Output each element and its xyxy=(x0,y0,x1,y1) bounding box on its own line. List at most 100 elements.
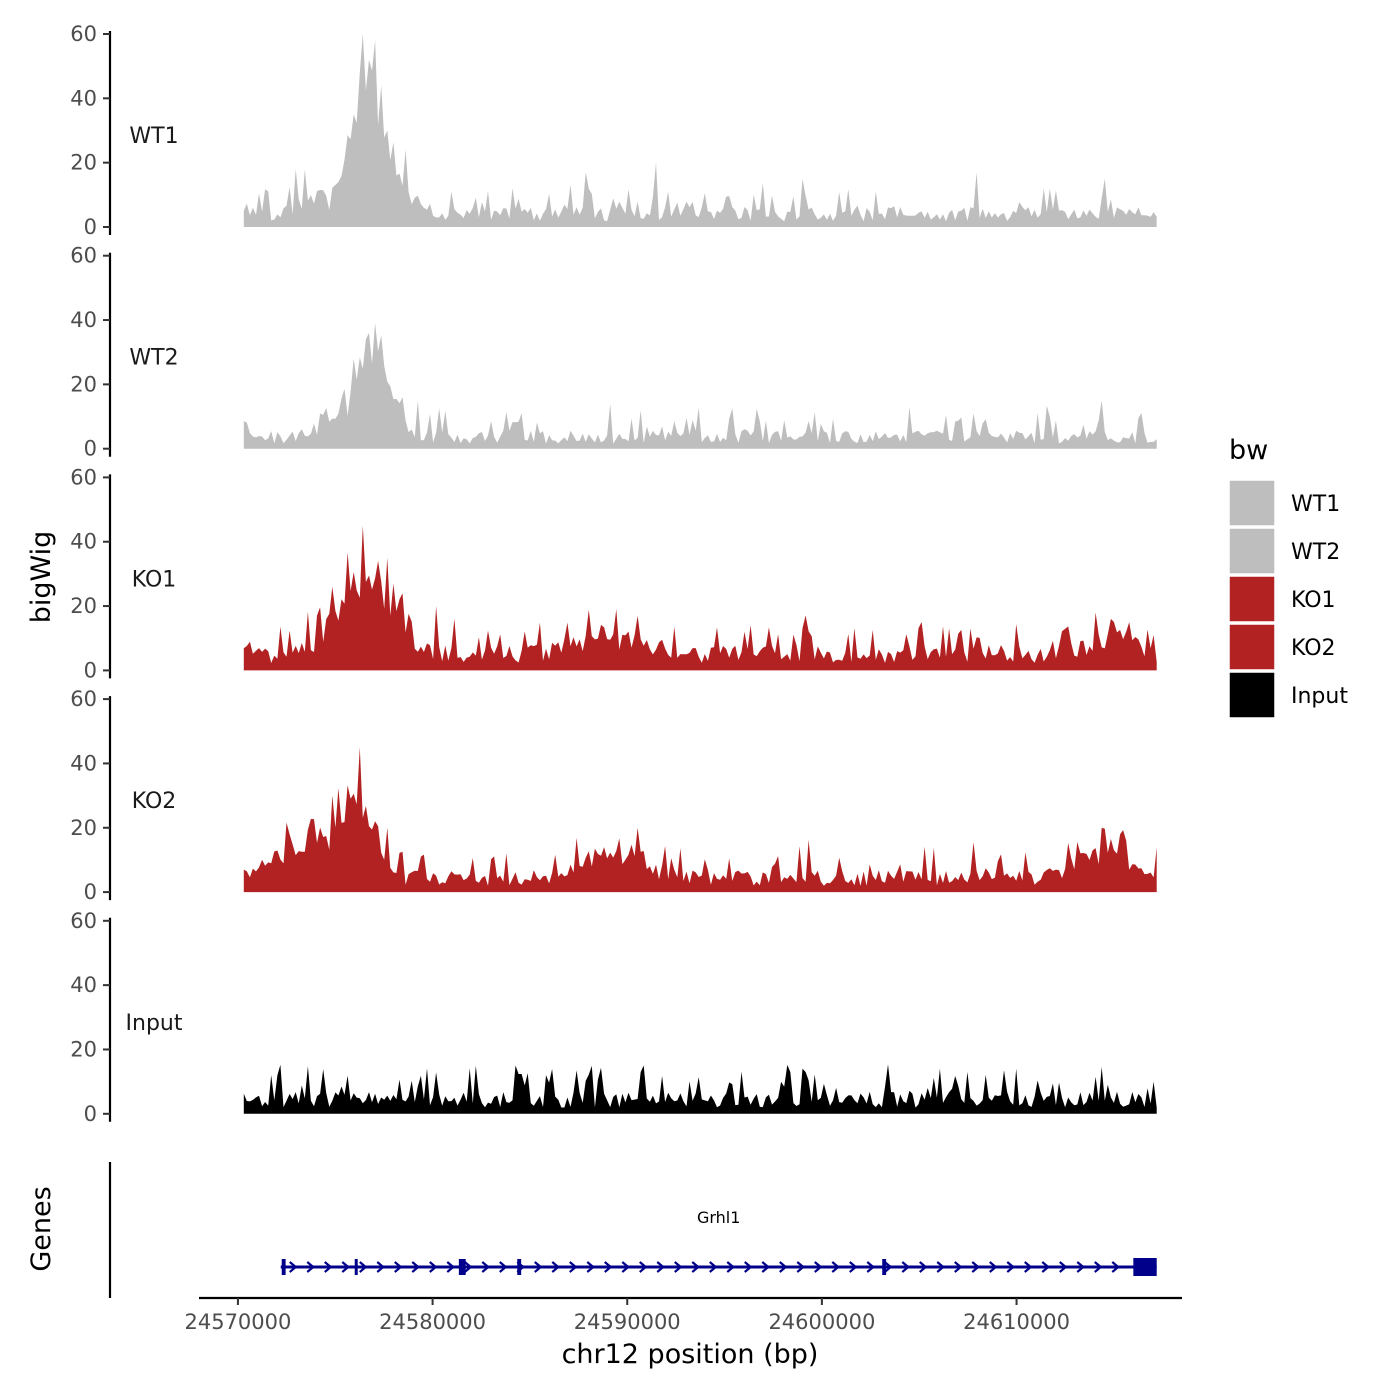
strand-arrow xyxy=(709,1261,718,1273)
coverage-area-ko1 xyxy=(243,525,1157,671)
legend-swatch-ko2 xyxy=(1228,623,1276,671)
legend-swatch-ko1 xyxy=(1228,575,1276,623)
strand-arrow xyxy=(761,1261,770,1273)
panel-label-wt2: WT2 xyxy=(129,346,178,371)
panel-label-wt1: WT1 xyxy=(129,124,178,149)
gene-label: Grhl1 xyxy=(697,1208,740,1227)
strand-arrow xyxy=(726,1261,735,1273)
strand-arrow xyxy=(989,1261,998,1273)
y-tick-label: 20 xyxy=(70,594,97,618)
x-tick-label: 24580000 xyxy=(379,1310,486,1334)
panel-wt2: 0 20 40 60 WT2 xyxy=(70,244,1157,461)
x-tick-label: 24600000 xyxy=(768,1310,875,1334)
legend-swatch-wt1 xyxy=(1228,479,1276,527)
legend-label-wt1: WT1 xyxy=(1291,492,1340,517)
strand-arrow xyxy=(831,1261,840,1273)
legend-title: bw xyxy=(1229,435,1268,466)
gene-exon xyxy=(458,1259,466,1275)
y-tick-label: 60 xyxy=(70,244,97,268)
panel-wt1: 0 20 40 60 WT1 xyxy=(70,22,1157,239)
y-tick-label: 60 xyxy=(70,22,97,46)
legend-label-input: Input xyxy=(1291,684,1348,709)
coverage-area-input xyxy=(243,1064,1157,1114)
strand-arrow xyxy=(306,1261,315,1273)
strand-arrow xyxy=(1076,1261,1085,1273)
strand-arrow xyxy=(1059,1261,1068,1273)
strand-arrow xyxy=(481,1261,490,1273)
x-tick-label: 24610000 xyxy=(963,1310,1070,1334)
strand-arrow xyxy=(1094,1261,1103,1273)
panel-label-ko2: KO2 xyxy=(132,789,177,814)
strand-arrow xyxy=(551,1261,560,1273)
strand-arrow xyxy=(936,1261,945,1273)
strand-arrow xyxy=(394,1261,403,1273)
y-tick-label: 60 xyxy=(70,909,97,933)
strand-arrow xyxy=(1006,1261,1015,1273)
y-tick-label: 20 xyxy=(70,151,97,175)
strand-arrow xyxy=(1041,1261,1050,1273)
strand-arrow xyxy=(674,1261,683,1273)
strand-arrow xyxy=(324,1261,333,1273)
strand-arrow xyxy=(919,1261,928,1273)
strand-arrow xyxy=(429,1261,438,1273)
legend-label-ko1: KO1 xyxy=(1291,588,1336,613)
strand-arrow xyxy=(464,1261,473,1273)
y-tick-label: 0 xyxy=(84,215,97,239)
panel-label-input: Input xyxy=(126,1011,183,1036)
strand-arrow xyxy=(341,1261,350,1273)
y-tick-label: 60 xyxy=(70,465,97,489)
y-tick-label: 0 xyxy=(84,1102,97,1126)
strand-arrow xyxy=(691,1261,700,1273)
strand-arrow xyxy=(744,1261,753,1273)
gene-exon xyxy=(1133,1258,1157,1276)
strand-arrow xyxy=(376,1261,385,1273)
strand-arrow xyxy=(639,1261,648,1273)
track-panels: 0 20 40 60 WT1 0 20 40 60 WT2 0 20 40 60 KO1 0 20 40 60 KO2… xyxy=(70,22,1157,1126)
strand-arrow xyxy=(779,1261,788,1273)
gene-exon xyxy=(517,1259,522,1275)
strand-arrow xyxy=(411,1261,420,1273)
coverage-area-ko2 xyxy=(243,747,1157,893)
y-tick-label: 40 xyxy=(70,86,97,110)
y-tick-label: 20 xyxy=(70,816,97,840)
strand-arrow xyxy=(289,1261,298,1273)
y-tick-label: 40 xyxy=(70,530,97,554)
y-tick-label: 20 xyxy=(70,372,97,396)
strand-arrow xyxy=(901,1261,910,1273)
strand-arrow xyxy=(621,1261,630,1273)
panel-ko2: 0 20 40 60 KO2 xyxy=(70,687,1157,904)
strand-arrow xyxy=(499,1261,508,1273)
y-tick-label: 60 xyxy=(70,687,97,711)
y-tick-label: 40 xyxy=(70,973,97,997)
x-tick-label: 24590000 xyxy=(574,1310,681,1334)
y-tick-label: 0 xyxy=(84,880,97,904)
strand-arrow xyxy=(446,1261,455,1273)
coverage-area-wt1 xyxy=(243,34,1157,227)
legend-label-wt2: WT2 xyxy=(1291,540,1340,565)
strand-arrow xyxy=(1024,1261,1033,1273)
genes-panel: Grhl1 xyxy=(108,1162,1157,1298)
panel-ko1: 0 20 40 60 KO1 xyxy=(70,465,1157,682)
strand-arrow xyxy=(1111,1261,1120,1273)
strand-arrow xyxy=(884,1261,893,1273)
gene-exon xyxy=(882,1259,887,1275)
strand-arrow xyxy=(534,1261,543,1273)
strand-arrow xyxy=(814,1261,823,1273)
strand-arrow xyxy=(971,1261,980,1273)
x-axis: 24570000 24580000 24590000 24600000 24610000 xyxy=(184,1296,1182,1334)
x-tick-label: 24570000 xyxy=(184,1310,291,1334)
strand-arrow xyxy=(796,1261,805,1273)
legend-swatch-wt2 xyxy=(1228,527,1276,575)
y-tick-label: 0 xyxy=(84,437,97,461)
strand-arrow xyxy=(604,1261,613,1273)
gene-exon xyxy=(354,1259,358,1275)
genes-axis-title: Genes xyxy=(26,1186,57,1271)
gene-exon xyxy=(281,1259,286,1275)
y-axis-title: bigWig xyxy=(26,531,57,624)
panel-input: 0 20 40 60 Input xyxy=(70,909,1157,1126)
strand-arrow xyxy=(656,1261,665,1273)
panel-label-ko1: KO1 xyxy=(132,567,177,592)
strand-arrow xyxy=(586,1261,595,1273)
y-tick-label: 40 xyxy=(70,751,97,775)
